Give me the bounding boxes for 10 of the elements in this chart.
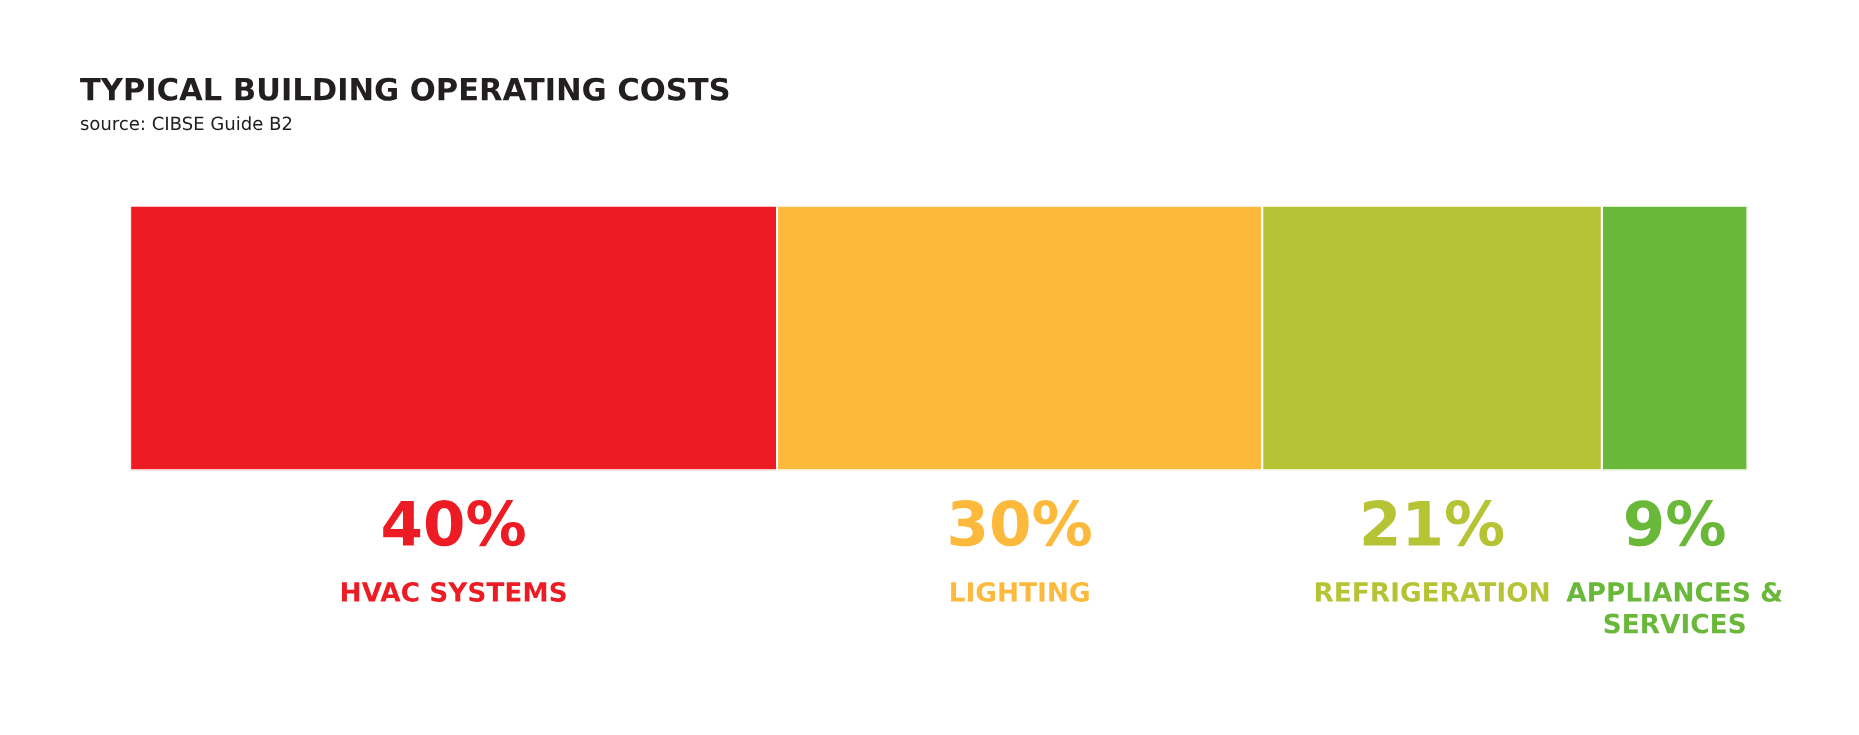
text: HVAC SYSTEMS — [341, 582, 566, 602]
text: APPLIANCES & SERVICES — [1566, 582, 1782, 634]
data-label: 9% — [1625, 500, 1725, 547]
chart-subtitle: source: CIBSE Guide B2 — [80, 116, 292, 131]
data-label: 40% — [383, 500, 525, 547]
data-label: 21% — [1363, 500, 1504, 547]
chart-title: TYPICAL BUILDING OPERATING COSTS — [80, 77, 729, 101]
data-label: 30% — [950, 500, 1091, 547]
text: REFRIGERATION — [1315, 582, 1549, 602]
text: LIGHTING — [951, 582, 1089, 602]
